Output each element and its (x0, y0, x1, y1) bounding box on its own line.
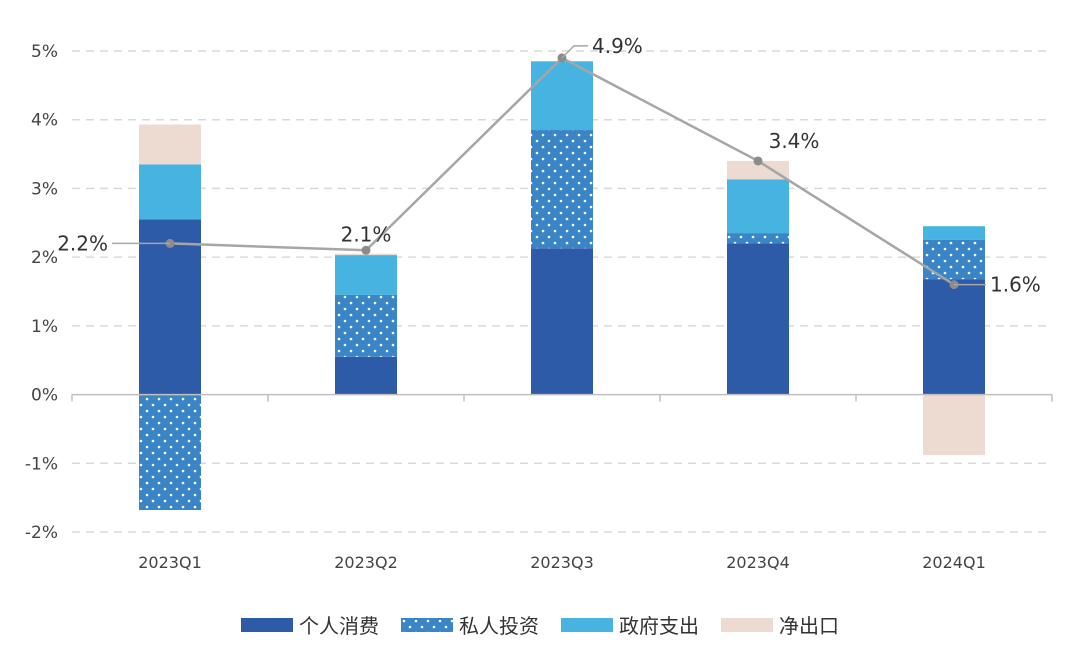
bar-investment (335, 294, 397, 357)
bars (139, 61, 985, 511)
y-tick-label: -1% (25, 454, 58, 474)
bar-government (139, 164, 201, 220)
legend-item-investment: 私人投资 (401, 610, 539, 639)
bar-consumption (727, 243, 789, 395)
y-tick-label: 1% (31, 317, 58, 337)
gdp-data-label: 4.9% (592, 34, 643, 58)
legend-swatch-investment (401, 617, 453, 632)
bar-government (923, 226, 985, 240)
legend-swatch-government (561, 617, 613, 632)
gdp-data-label: 2.2% (57, 231, 108, 255)
bar-government (335, 255, 397, 295)
gdp-line: 2.2% 2.1% 4.9% 3.4% 1.6% (57, 34, 1041, 297)
bar-consumption (139, 219, 201, 395)
y-tick-label: 3% (31, 179, 58, 199)
bar-government (727, 179, 789, 234)
gdp-point (753, 156, 763, 166)
bar-net-exports (727, 160, 789, 180)
gdp-label-leader (561, 45, 588, 59)
legend-label-government: 政府支出 (619, 614, 699, 638)
y-tick-label: 2% (31, 248, 58, 268)
bar-consumption (531, 248, 593, 395)
legend-label-investment: 私人投资 (459, 614, 539, 638)
gdp-point (361, 245, 371, 255)
x-axis-categories: 2023Q1 2023Q2 2023Q3 2023Q4 2024Q1 (138, 553, 986, 572)
chart: 5%4%3%2%1%0%-1%-2% 2.2% 2.1%4.9%3.4%1.6% … (25, 34, 1053, 572)
x-category-label: 2023Q2 (334, 553, 398, 572)
x-category-label: 2023Q4 (726, 553, 790, 572)
gdp-data-label: 1.6% (990, 273, 1041, 297)
legend-item-net-exports: 净出口 (721, 610, 839, 639)
legend-swatch-net-exports (721, 617, 773, 632)
bar-investment (139, 394, 201, 511)
legend-item-government: 政府支出 (561, 610, 699, 639)
legend-label-consumption: 个人消费 (299, 614, 379, 638)
bar-investment (531, 130, 593, 249)
legend-item-consumption: 个人消费 (241, 610, 379, 639)
y-tick-label: -2% (25, 523, 58, 543)
x-axis (71, 393, 1053, 402)
bar-investment (923, 239, 985, 280)
legend: 个人消费 私人投资 政府支出 净出口 (0, 610, 1080, 639)
bar-net-exports (923, 394, 985, 456)
y-axis-ticks: 5% 4% 3% 2% 1% 0% -1% -2% (25, 42, 58, 543)
bar-government (531, 61, 593, 131)
legend-label-net-exports: 净出口 (779, 614, 839, 638)
y-tick-label: 0% (31, 386, 58, 406)
gdp-data-label: 2.1% (341, 222, 392, 246)
x-category-label: 2023Q3 (530, 553, 594, 572)
y-tick-label: 4% (31, 111, 58, 131)
y-tick-label: 5% (31, 42, 58, 62)
bar-consumption (923, 279, 985, 395)
bar-investment (727, 233, 789, 244)
x-category-label: 2023Q1 (138, 553, 202, 572)
bar-consumption (335, 356, 397, 395)
x-category-label: 2024Q1 (922, 553, 986, 572)
legend-swatch-consumption (241, 617, 293, 632)
gdp-data-label: 3.4% (769, 129, 820, 153)
bar-net-exports (139, 124, 201, 165)
